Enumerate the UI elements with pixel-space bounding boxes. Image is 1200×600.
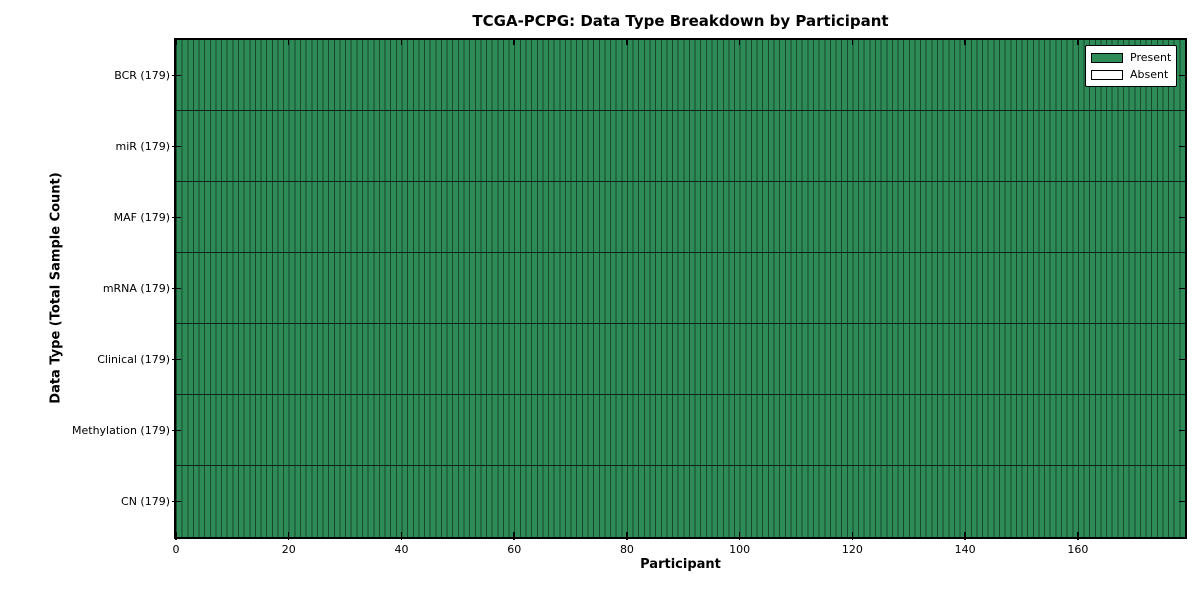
xtick-mark-top — [626, 40, 628, 45]
ytick-label-MAF: MAF (179) — [113, 210, 170, 224]
ytick-mark-left — [172, 500, 181, 503]
ytick-label-miR: miR (179) — [115, 139, 171, 153]
ytick-label-Methylation: Methylation (179) — [72, 423, 170, 437]
xtick-label-80: 80 — [619, 543, 634, 556]
xtick-label-60: 60 — [507, 543, 522, 556]
heatmap-row-miR — [176, 111, 1185, 182]
xtick-mark-top — [400, 40, 403, 45]
ytick-mark-left — [172, 216, 181, 219]
ytick-mark-right — [1179, 145, 1185, 148]
legend-label-absent: Absent — [1130, 68, 1169, 81]
legend-swatch-present-icon — [1091, 52, 1123, 63]
xtick-mark-bottom — [513, 532, 515, 540]
ytick-mark-right — [1179, 429, 1185, 432]
ytick-mark-right — [1179, 358, 1185, 361]
ytick-mark-left — [172, 429, 181, 432]
xtick-mark-top — [964, 40, 966, 45]
ytick-mark-left — [172, 74, 181, 77]
legend-item-present: Present — [1091, 50, 1171, 65]
heatmap-row-CN — [176, 466, 1185, 537]
heatmap-rows — [176, 40, 1185, 537]
ytick-mark-left — [172, 145, 181, 148]
xtick-label-160: 160 — [1067, 543, 1089, 556]
xtick-mark-top — [851, 40, 854, 45]
xtick-mark-bottom — [175, 532, 177, 540]
ytick-label-mRNA: mRNA (179) — [102, 281, 170, 295]
xtick-label-140: 140 — [954, 543, 976, 556]
xtick-mark-bottom — [287, 532, 290, 540]
xtick-mark-top — [513, 40, 515, 45]
xtick-mark-bottom — [1077, 532, 1079, 540]
xtick-mark-top — [287, 40, 290, 45]
xtick-mark-bottom — [626, 532, 628, 540]
xtick-mark-top — [738, 40, 741, 45]
heatmap-row-mRNA — [176, 253, 1185, 324]
xtick-mark-bottom — [400, 532, 403, 540]
ytick-label-CN: CN (179) — [121, 494, 170, 508]
ytick-mark-right — [1179, 216, 1185, 219]
legend-item-absent: Absent — [1091, 67, 1171, 82]
xtick-mark-bottom — [964, 532, 966, 540]
ytick-mark-left — [172, 358, 181, 361]
legend-swatch-absent-icon — [1091, 69, 1123, 80]
chart-title: TCGA-PCPG: Data Type Breakdown by Partic… — [472, 12, 889, 30]
xtick-label-120: 120 — [841, 543, 863, 556]
xtick-label-20: 20 — [281, 543, 296, 556]
xtick-label-40: 40 — [394, 543, 409, 556]
heatmap-row-MAF — [176, 182, 1185, 253]
ytick-mark-left — [172, 287, 181, 290]
xtick-label-0: 0 — [172, 543, 180, 556]
ytick-label-Clinical: Clinical (179) — [97, 352, 170, 366]
plot-area: Present Absent — [174, 38, 1187, 539]
ytick-mark-right — [1179, 287, 1185, 290]
heatmap-row-Clinical — [176, 324, 1185, 395]
xtick-label-100: 100 — [729, 543, 751, 556]
xtick-mark-top — [175, 40, 177, 45]
ytick-mark-right — [1179, 500, 1185, 503]
ytick-mark-right — [1179, 74, 1185, 77]
heatmap-row-BCR — [176, 40, 1185, 111]
x-axis-label: Participant — [640, 557, 721, 572]
ytick-label-BCR: BCR (179) — [114, 68, 170, 82]
xtick-mark-bottom — [738, 532, 741, 540]
legend: Present Absent — [1085, 45, 1177, 87]
heatmap-row-Methylation — [176, 395, 1185, 466]
xtick-mark-top — [1077, 40, 1079, 45]
legend-label-present: Present — [1130, 51, 1172, 64]
xtick-mark-bottom — [851, 532, 854, 540]
